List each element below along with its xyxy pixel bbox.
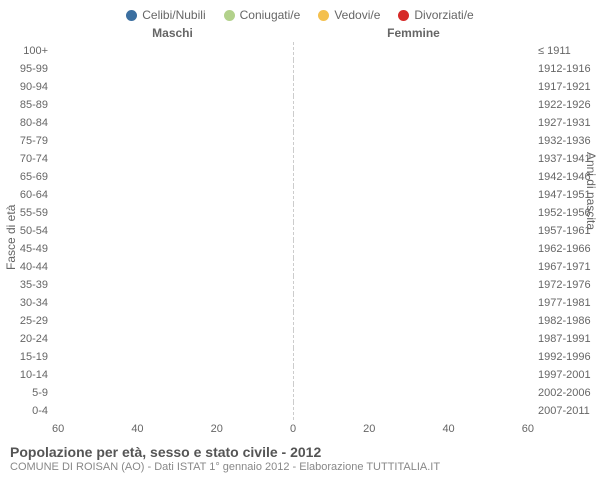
year-label: 2002-2006 — [534, 387, 600, 399]
age-row: 0-4 2007-2011 — [0, 402, 600, 420]
legend-label: Divorziati/e — [414, 8, 473, 22]
age-row: 45-491962-1966 — [0, 240, 600, 258]
age-row: 70-741937-1941 — [0, 150, 600, 168]
age-row: 30-34 1977-1981 — [0, 294, 600, 312]
age-label: 25-29 — [0, 315, 52, 327]
age-row: 20-24 1987-1991 — [0, 330, 600, 348]
year-label: 1977-1981 — [534, 297, 600, 309]
age-row: 35-39 1972-1976 — [0, 276, 600, 294]
x-tick: 60 — [52, 423, 64, 435]
year-label: 1982-1986 — [534, 315, 600, 327]
year-label: 1932-1936 — [534, 135, 600, 147]
age-label: 100+ — [0, 45, 52, 57]
age-row: 60-641947-1951 — [0, 186, 600, 204]
age-label: 85-89 — [0, 99, 52, 111]
legend-swatch — [398, 10, 409, 21]
age-label: 65-69 — [0, 171, 52, 183]
age-row: 10-14 1997-2001 — [0, 366, 600, 384]
age-row: 95-99 1912-1916 — [0, 60, 600, 78]
legend-swatch — [224, 10, 235, 21]
year-label: 1917-1921 — [534, 81, 600, 93]
age-row: 25-29 1982-1986 — [0, 312, 600, 330]
x-tick: 20 — [211, 423, 223, 435]
year-label: 1912-1916 — [534, 63, 600, 75]
x-tick: 0 — [290, 423, 296, 435]
age-row: 65-691942-1946 — [0, 168, 600, 186]
header-female: Femmine — [293, 26, 534, 40]
legend: Celibi/Nubili Coniugati/e Vedovi/e Divorzia… — [0, 0, 600, 26]
age-label: 75-79 — [0, 135, 52, 147]
age-row: 5-9 2002-2006 — [0, 384, 600, 402]
gender-headers: Maschi Femmine — [0, 26, 600, 40]
age-row: 55-591952-1956 — [0, 204, 600, 222]
age-label: 95-99 — [0, 63, 52, 75]
legend-item: Divorziati/e — [398, 8, 473, 22]
footer: Popolazione per età, sesso e stato civil… — [0, 438, 600, 473]
year-label: ≤ 1911 — [534, 45, 600, 57]
age-label: 20-24 — [0, 333, 52, 345]
y-axis-left-title: Fasce di età — [4, 205, 18, 270]
age-label: 80-84 — [0, 117, 52, 129]
y-axis-right-title: Anni di nascita — [584, 152, 598, 230]
age-row: 15-19 1992-1996 — [0, 348, 600, 366]
age-label: 35-39 — [0, 279, 52, 291]
age-row: 75-79 1932-1936 — [0, 132, 600, 150]
age-label: 5-9 — [0, 387, 52, 399]
x-tick: 20 — [363, 423, 375, 435]
age-label: 60-64 — [0, 189, 52, 201]
age-row: 85-89 1922-1926 — [0, 96, 600, 114]
age-row: 80-84 1927-1931 — [0, 114, 600, 132]
legend-item: Celibi/Nubili — [126, 8, 205, 22]
age-label: 30-34 — [0, 297, 52, 309]
legend-swatch — [318, 10, 329, 21]
header-male: Maschi — [52, 26, 293, 40]
legend-label: Celibi/Nubili — [142, 8, 205, 22]
year-label: 1962-1966 — [534, 243, 600, 255]
pyramid-chart: 100+ ≤ 1911 95-99 1912-1916 90-94 1917-1921 85… — [0, 40, 600, 420]
age-row: 40-441967-1971 — [0, 258, 600, 276]
year-label: 1992-1996 — [534, 351, 600, 363]
year-label: 1997-2001 — [534, 369, 600, 381]
x-tick: 60 — [522, 423, 534, 435]
age-row: 100+ ≤ 1911 — [0, 42, 600, 60]
age-row: 90-94 1917-1921 — [0, 78, 600, 96]
x-axis: 60 40 20 0 20 40 60 — [0, 420, 600, 438]
chart-subtitle: COMUNE DI ROISAN (AO) - Dati ISTAT 1° ge… — [10, 461, 590, 473]
year-label: 1927-1931 — [534, 117, 600, 129]
legend-item: Vedovi/e — [318, 8, 380, 22]
x-tick: 40 — [131, 423, 143, 435]
chart-title: Popolazione per età, sesso e stato civil… — [10, 444, 590, 460]
age-label: 70-74 — [0, 153, 52, 165]
year-label: 1967-1971 — [534, 261, 600, 273]
x-tick: 40 — [442, 423, 454, 435]
year-label: 1972-1976 — [534, 279, 600, 291]
legend-item: Coniugati/e — [224, 8, 301, 22]
age-label: 0-4 — [0, 405, 52, 417]
year-label: 2007-2011 — [534, 405, 600, 417]
age-label: 15-19 — [0, 351, 52, 363]
year-label: 1922-1926 — [534, 99, 600, 111]
year-label: 1987-1991 — [534, 333, 600, 345]
age-label: 90-94 — [0, 81, 52, 93]
age-label: 10-14 — [0, 369, 52, 381]
legend-label: Coniugati/e — [240, 8, 301, 22]
age-row: 50-541957-1961 — [0, 222, 600, 240]
legend-swatch — [126, 10, 137, 21]
legend-label: Vedovi/e — [334, 8, 380, 22]
